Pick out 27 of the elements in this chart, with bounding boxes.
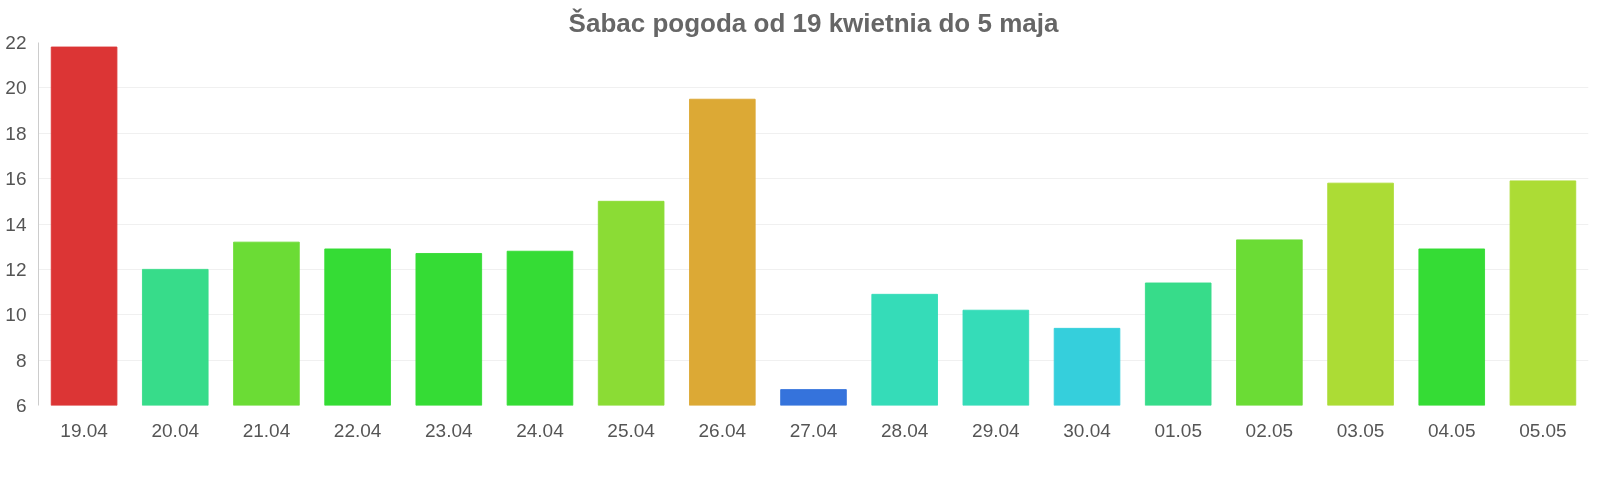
x-tick-label: 01.05 <box>1154 419 1202 441</box>
y-tick-label: 22 <box>5 32 27 53</box>
x-tick-label: 20.04 <box>151 419 200 441</box>
y-tick-label: 12 <box>5 258 27 280</box>
y-tick-label: 14 <box>5 213 27 235</box>
x-tick-label: 19.04 <box>60 419 109 441</box>
x-tick-label: 04.05 <box>1427 419 1476 441</box>
y-tick-label: 10 <box>5 304 27 326</box>
x-tick-label: 02.05 <box>1245 419 1294 441</box>
x-tick-label: 29.04 <box>972 419 1021 441</box>
x-tick-label: 27.04 <box>789 419 838 441</box>
y-tick-label: 6 <box>15 395 27 416</box>
y-tick-label: 8 <box>15 349 27 371</box>
x-tick-label: 30.04 <box>1063 419 1112 441</box>
x-tick-label: 24.04 <box>516 419 565 441</box>
x-tick-label: 28.04 <box>880 419 929 441</box>
y-tick-label: 16 <box>5 168 27 190</box>
y-tick-label: 18 <box>5 122 27 144</box>
chart-title: Šabac pogoda od 19 kwietnia do 5 maja <box>568 7 1059 38</box>
x-tick-label: 25.04 <box>607 419 656 441</box>
y-tick-label: 20 <box>5 77 27 99</box>
x-tick-label: 23.04 <box>425 419 473 441</box>
x-tick-label: 21.04 <box>242 419 291 441</box>
x-tick-label: 05.05 <box>1519 419 1567 441</box>
x-tick-label: 26.04 <box>698 419 747 441</box>
x-tick-label: 03.05 <box>1336 419 1385 441</box>
x-tick-label: 22.04 <box>333 419 382 441</box>
